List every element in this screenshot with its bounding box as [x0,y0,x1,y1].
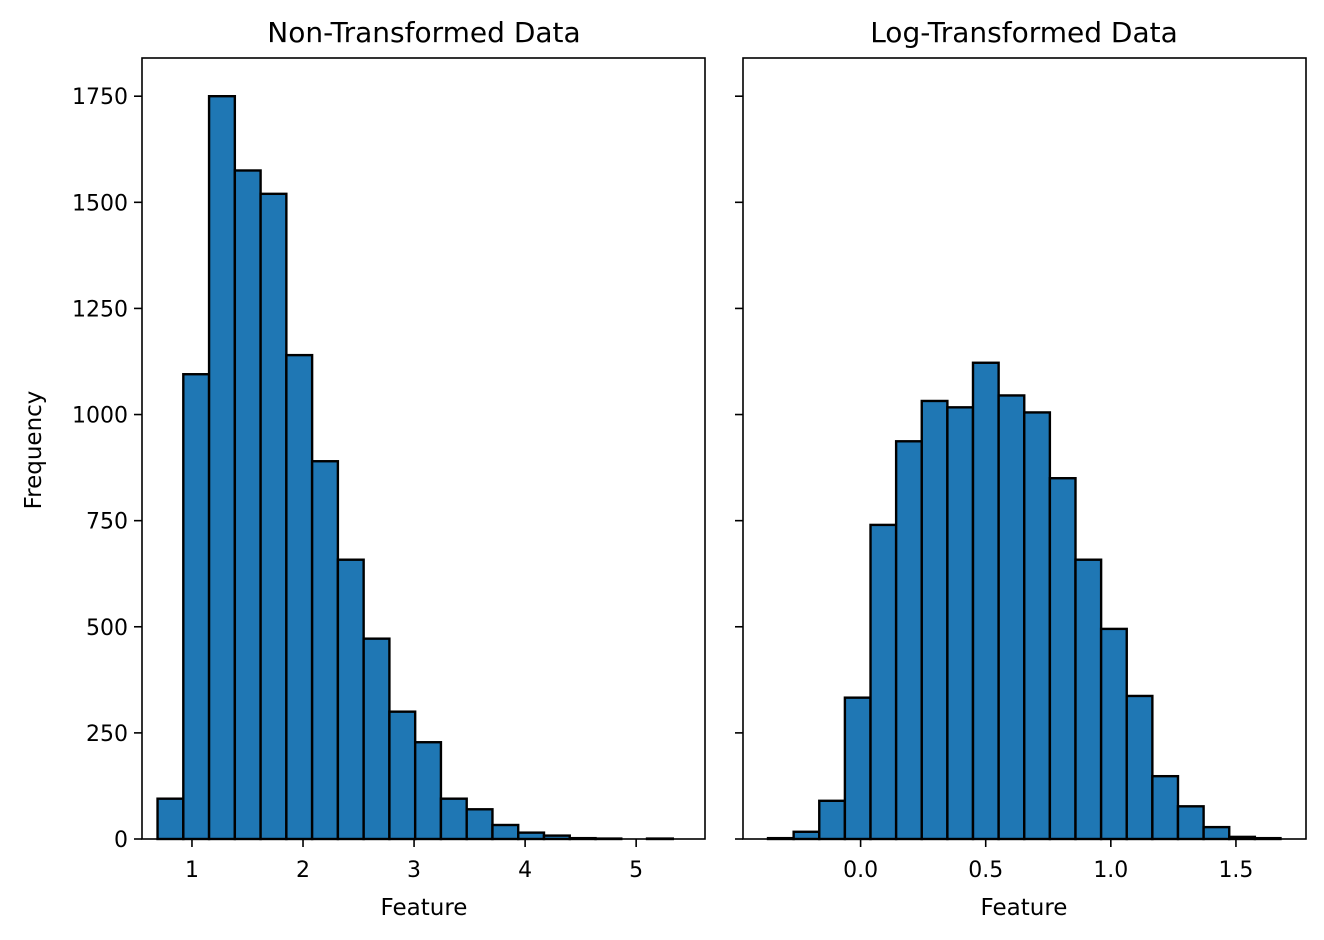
right-axes-frame [742,57,1307,840]
histogram-bar [413,741,443,841]
right-y-ticks [735,95,743,840]
x-tick-label: 0.0 [843,858,878,883]
x-tick-label: 1.0 [1093,858,1128,883]
histogram-bar [439,797,468,841]
histogram-bar [362,637,391,841]
histogram-bar [1048,477,1077,841]
histogram-bar [465,808,494,841]
histogram-bar [233,169,262,841]
y-tick-label: 1750 [72,85,128,110]
y-tick-label: 1000 [72,404,128,429]
histogram-bar [336,558,365,841]
histogram-bar [517,831,546,841]
right-bars [766,361,1282,841]
histogram-bar [894,440,923,841]
left-chart-title: Non-Transformed Data [267,16,580,49]
histogram-bar [1074,558,1103,841]
left-axes-frame [141,57,706,840]
y-tick-label: 1250 [72,297,128,322]
right-x-axis-label: Feature [981,895,1068,921]
y-tick-label: 500 [86,616,128,641]
histogram-bar [1151,774,1180,841]
x-tick-label: 2 [296,858,310,883]
x-tick-label: 1.5 [1218,858,1253,883]
right-chart-title: Log-Transformed Data [870,16,1178,49]
right-x-ticks: 0.0 0.5 1.0 1.5 [843,839,1253,883]
y-axis-label: Frequency [21,391,47,510]
x-tick-label: 0.5 [968,858,1003,883]
x-tick-label: 5 [629,858,643,883]
histogram-bar [207,95,237,841]
histogram-bar [491,823,520,841]
histogram-bar [946,406,975,841]
right-histogram-panel: Log-Transformed Data 0.0 0.5 1.0 1.5 Featur… [735,16,1307,921]
histogram-bar [1125,694,1154,841]
x-tick-label: 4 [518,858,532,883]
histogram-bar [792,830,821,841]
left-bars [156,95,674,841]
histogram-bar [920,399,949,841]
histogram-bar [869,523,898,841]
histogram-bar [388,710,417,841]
left-x-axis-label: Feature [381,895,468,921]
y-tick-label: 1500 [72,191,128,216]
histogram-bar [182,373,211,841]
histogram-bar [1176,805,1205,841]
y-tick-label: 750 [86,510,128,535]
histogram-bar [818,799,847,841]
histogram-bar [259,192,288,841]
histogram-bar [285,353,314,841]
histogram-bar [1202,825,1231,841]
histogram-bar [156,797,185,841]
x-tick-label: 3 [407,858,421,883]
histogram-bar [971,361,1000,841]
histogram-bar [1099,627,1128,841]
histogram-bar [310,460,340,841]
y-tick-label: 250 [86,722,128,747]
left-histogram-panel: Non-Transformed Data 0 250 500 750 1000 1250 1… [21,16,706,921]
histogram-bar [843,696,872,841]
histogram-bar [1023,411,1052,841]
histogram-bar [997,394,1026,841]
left-y-ticks: 0 250 500 750 1000 1250 1500 1750 [72,85,142,853]
x-tick-label: 1 [185,858,199,883]
left-x-ticks: 1 2 3 4 5 [185,839,643,883]
y-tick-label: 0 [114,828,128,853]
